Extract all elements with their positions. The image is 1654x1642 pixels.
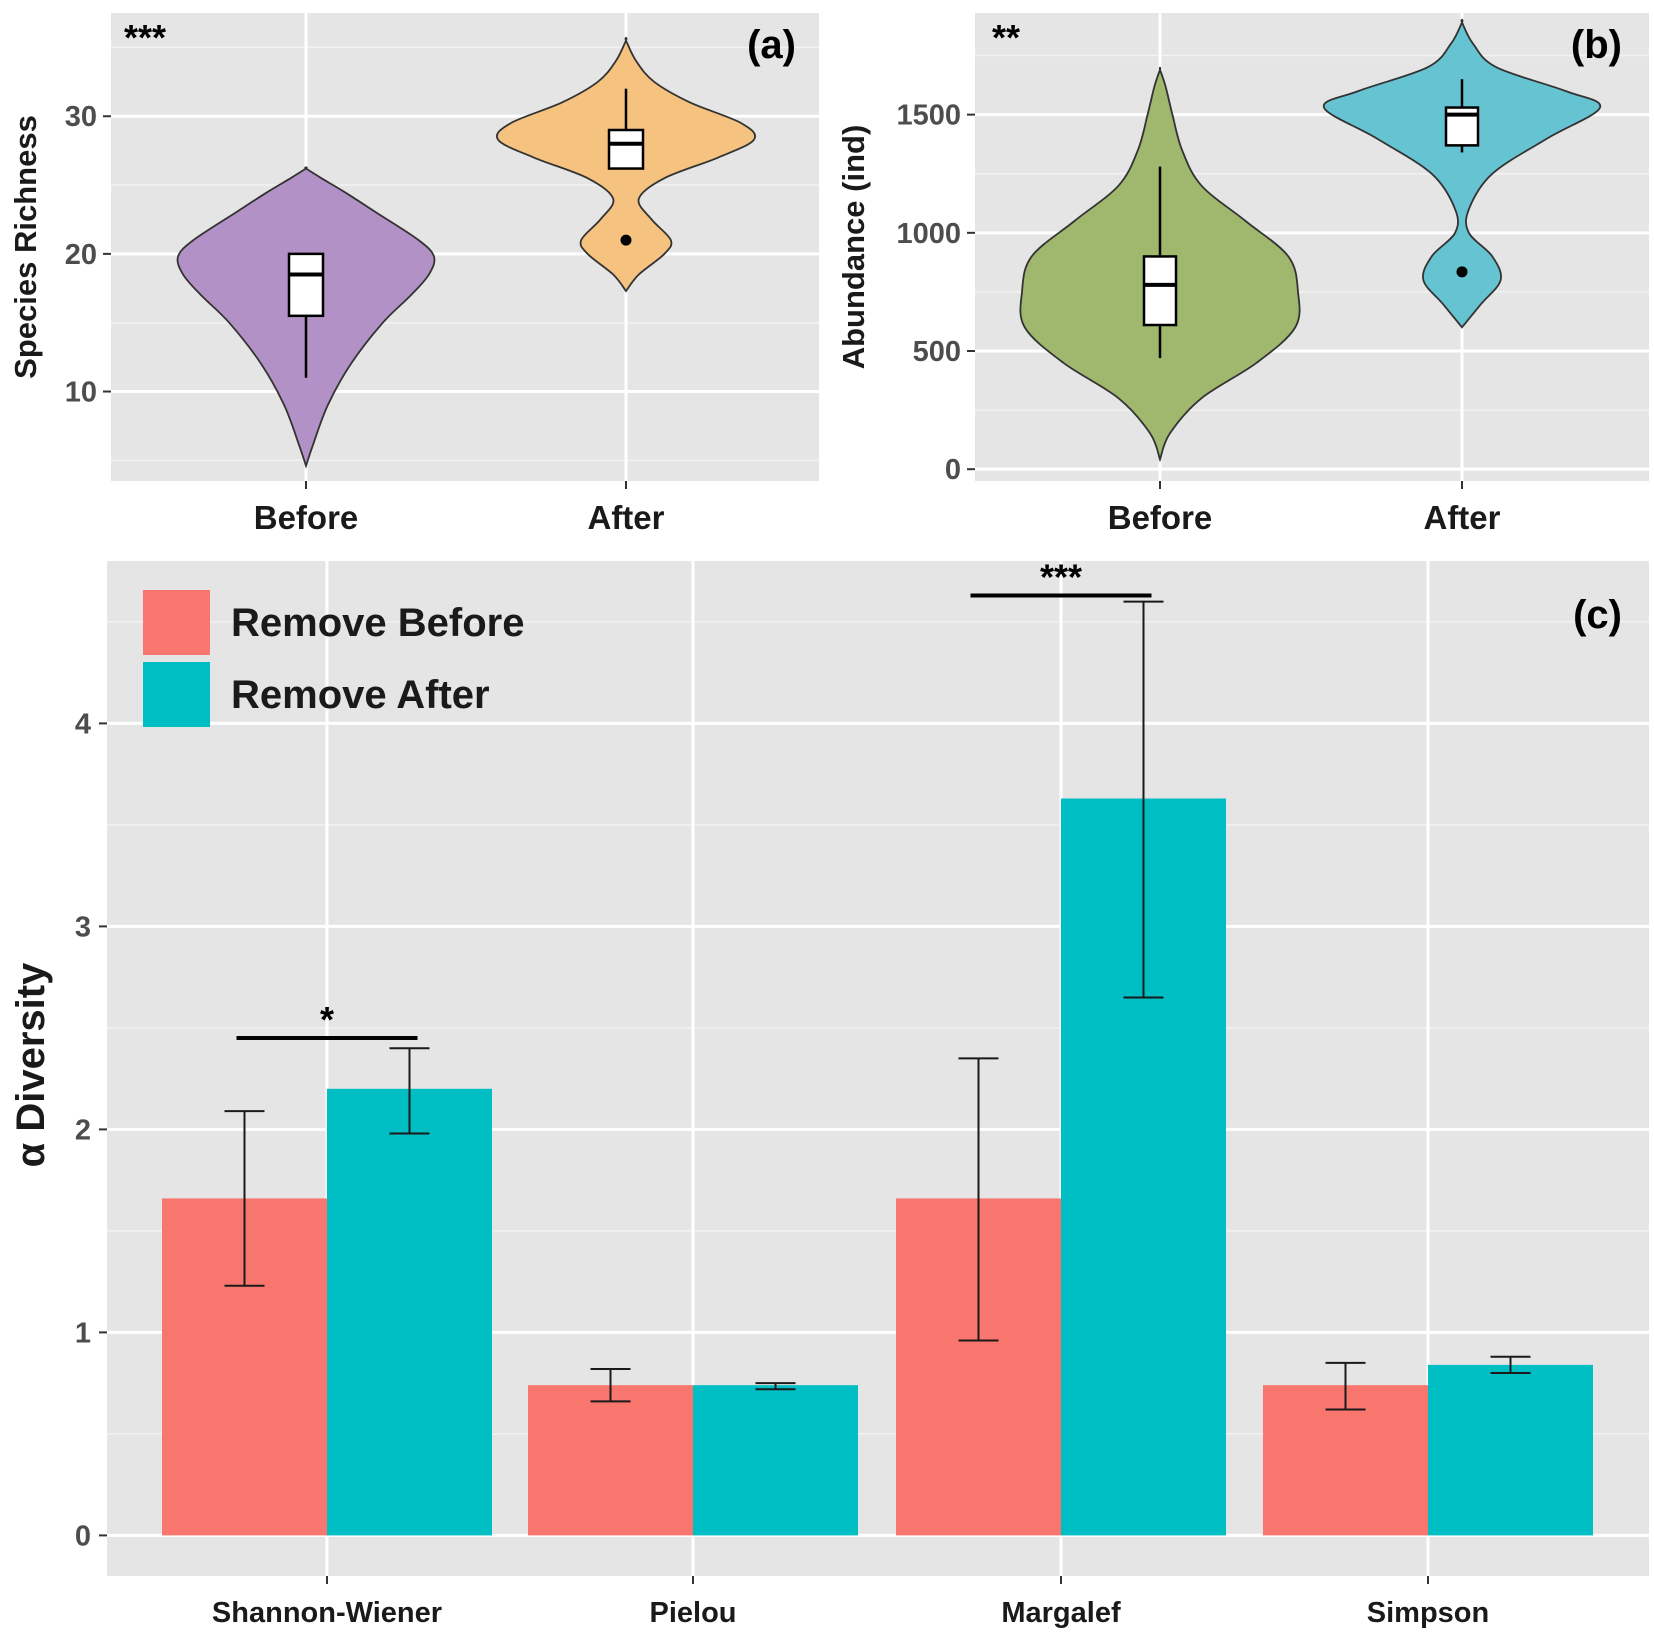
panel-c-significance-markers: **** (236, 557, 1152, 1041)
significance-label: * (320, 999, 334, 1040)
c-x-tick-label: Shannon-Wiener (212, 1597, 442, 1629)
legend-label-remove-after: Remove After (231, 673, 490, 717)
a-box-before (287, 252, 325, 318)
c-y-tick-label: 2 (75, 1114, 91, 1146)
panel-c-y-axis: 0 1 2 3 4 (75, 708, 107, 1552)
a-y-tick-label: 10 (65, 377, 97, 409)
bar-remove-before-pielou (528, 1385, 693, 1536)
b-outlier (1456, 266, 1468, 278)
legend-swatch-remove-before (143, 590, 210, 655)
panel-a-x-axis: Before After (254, 481, 665, 536)
panel-b-y-axis-title: Abundance (ind) (836, 125, 871, 370)
panel-b-violins (1019, 18, 1601, 463)
c-x-tick-label: Simpson (1367, 1597, 1489, 1629)
panel-a-significance: *** (124, 17, 166, 58)
a-box-after (607, 128, 645, 170)
b-x-tick-label: Before (1108, 499, 1213, 536)
b-y-tick-label: 1500 (896, 100, 961, 132)
b-violin-after (1323, 18, 1601, 329)
c-x-tick-label: Pielou (649, 1597, 736, 1629)
c-y-tick-label: 1 (75, 1317, 91, 1349)
a-x-tick-label: Before (254, 499, 359, 536)
panel-b-x-axis: Before After (1108, 481, 1501, 536)
b-x-tick-label: After (1423, 499, 1500, 536)
panel-a-label: (a) (747, 23, 796, 67)
panel-b-label: (b) (1571, 23, 1622, 67)
a-y-tick-label: 30 (65, 101, 97, 133)
panel-b-violin-abundance: 0 500 1000 1500 Before After Abundance (ind)… (836, 13, 1649, 536)
panel-c-label: (c) (1573, 593, 1622, 637)
a-x-tick-label: After (587, 499, 664, 536)
panel-b-significance: ** (992, 17, 1020, 58)
a-outlier (620, 234, 632, 246)
panel-a-violins (176, 37, 757, 469)
legend-label-remove-before: Remove Before (231, 601, 524, 645)
panel-c-x-axis: Shannon-Wiener Pielou Margalef Simpson (212, 1576, 1489, 1629)
c-x-tick-label: Margalef (1001, 1597, 1121, 1629)
significance-label: *** (1040, 557, 1082, 598)
panel-c-bars (162, 798, 1593, 1536)
b-box-before (1142, 255, 1178, 327)
panel-a-y-axis-title: Species Richness (8, 115, 43, 379)
c-y-tick-label: 0 (75, 1520, 91, 1552)
panel-c-y-axis-title: α Diversity (9, 962, 53, 1167)
c-y-tick-label: 3 (75, 911, 91, 943)
bar-remove-after-pielou (693, 1385, 858, 1536)
a-y-tick-label: 20 (65, 239, 97, 271)
panel-c-legend: Remove Before Remove After (143, 590, 524, 727)
c-y-tick-label: 4 (75, 708, 91, 740)
panel-a-y-axis: 10 20 30 (65, 101, 111, 409)
legend-swatch-remove-after (143, 662, 210, 727)
panel-c-error-bars (224, 600, 1531, 1411)
b-y-tick-label: 500 (913, 336, 961, 368)
b-y-tick-label: 1000 (896, 218, 961, 250)
panel-b-y-axis: 0 500 1000 1500 (896, 100, 975, 486)
bar-remove-after-shannon-wiener (327, 1088, 492, 1536)
bar-remove-after-simpson (1428, 1364, 1593, 1536)
b-y-tick-label: 0 (945, 454, 961, 486)
